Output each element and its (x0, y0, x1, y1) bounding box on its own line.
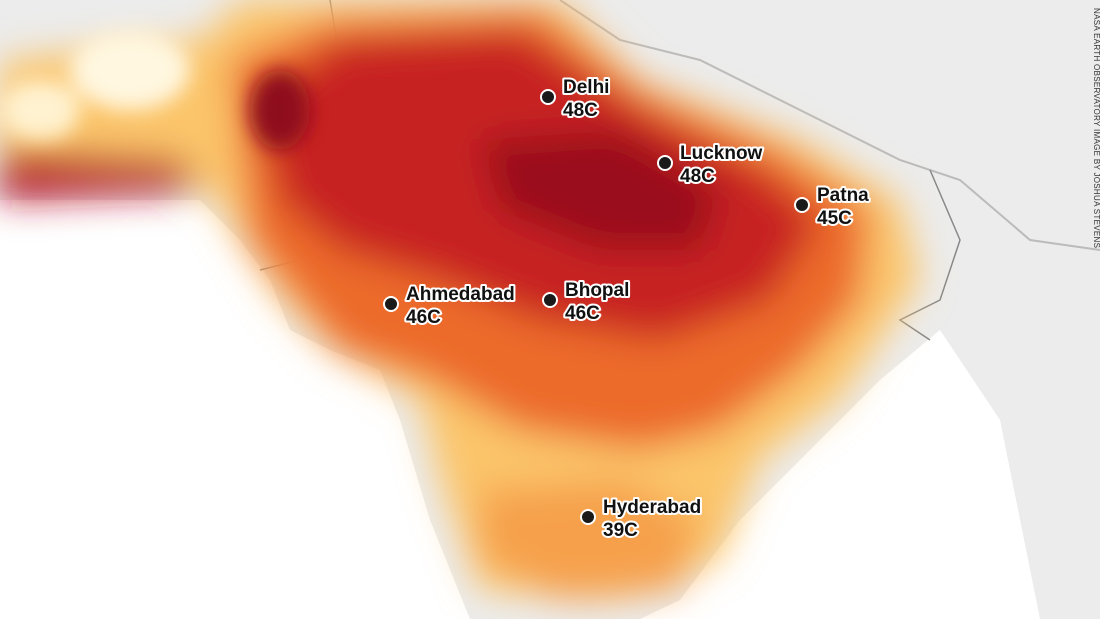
city-name: Bhopal (565, 280, 629, 301)
city-temp: 48C (680, 166, 715, 187)
city-marker (383, 296, 399, 312)
city-marker (540, 89, 556, 105)
city-temp: 46C (565, 303, 600, 324)
heat-layer (0, 0, 920, 600)
city-name: Patna (817, 185, 869, 206)
city-markers: Delhi48CLucknow48CPatna45CAhmedabad46CBh… (383, 75, 871, 543)
city-name: Hyderabad (603, 497, 701, 518)
city-marker (794, 197, 810, 213)
city-marker (580, 509, 596, 525)
city-name: Ahmedabad (406, 284, 515, 305)
city-marker (657, 155, 673, 171)
city-name: Lucknow (680, 143, 763, 164)
credit: NASA EARTH OBSERVATORY IMAGE BY JOSHUA S… (1092, 8, 1100, 248)
city-temp: 39C (603, 520, 638, 541)
city-marker (542, 292, 558, 308)
city-temp: 45C (817, 208, 852, 229)
city-temp: 48C (563, 100, 598, 121)
city-name: Delhi (563, 77, 609, 98)
city-temp: 46C (406, 307, 441, 328)
